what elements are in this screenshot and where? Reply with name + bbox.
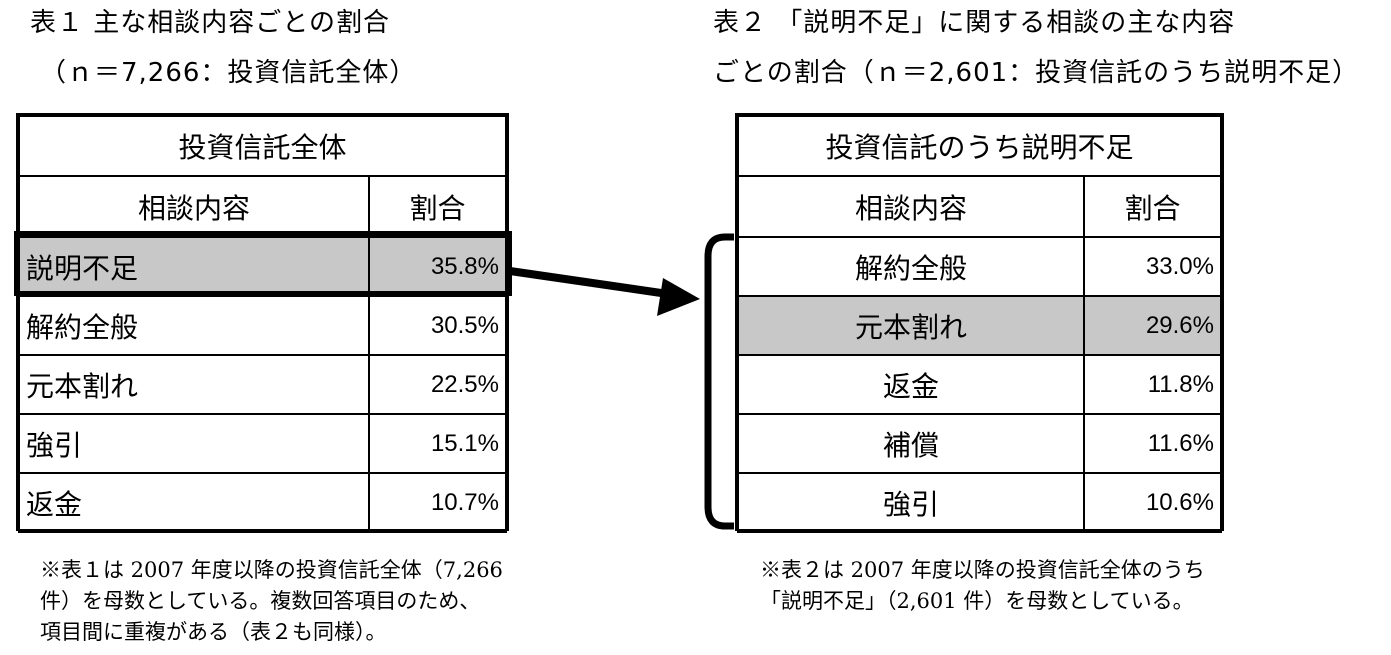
table1-col-ratio: 割合 (368, 175, 507, 238)
row-value: 11.6% (1083, 413, 1222, 474)
row-label: 強引 (18, 413, 370, 474)
bracket-icon (704, 233, 734, 530)
table-row: 説明不足 35.8% (18, 236, 507, 297)
note-line: ※表２は 2007 年度以降の投資信託全体のうち (760, 558, 1205, 582)
table2-title: 投資信託のうち説明不足 (737, 115, 1222, 177)
table1-title: 投資信託全体 (18, 115, 507, 177)
table-row: 強引 10.6% (737, 472, 1222, 533)
table1-col-content: 相談内容 (18, 175, 370, 238)
table-row: 元本割れ 22.5% (18, 354, 507, 415)
table-row: 返金 11.8% (737, 354, 1222, 415)
table1-subheading: （ｎ＝7,266：投資信託全体） (40, 58, 417, 88)
note-line: 「説明不足」（2,601 件）を母数としている。 (760, 589, 1194, 613)
row-value: 33.0% (1083, 236, 1222, 297)
table-row: 元本割れ 29.6% (737, 295, 1222, 356)
row-label: 元本割れ (737, 295, 1085, 356)
row-label: 返金 (18, 472, 370, 533)
table2: 投資信託のうち説明不足 相談内容 割合 解約全般 33.0% 元本割れ 29.6… (735, 113, 1224, 533)
table1-heading: 表１ 主な相談内容ごとの割合 (30, 8, 391, 38)
table-row: 強引 15.1% (18, 413, 507, 474)
row-label: 元本割れ (18, 354, 370, 415)
table-row: 補償 11.6% (737, 413, 1222, 474)
row-value: 10.6% (1083, 472, 1222, 533)
row-label: 解約全般 (737, 236, 1085, 297)
row-value: 10.7% (368, 472, 507, 533)
row-label: 解約全般 (18, 295, 370, 356)
connector-arrow-line (509, 267, 669, 298)
table2-subheading: ごとの割合（ｎ＝2,601：投資信託のうち説明不足） (713, 58, 1360, 88)
row-value: 30.5% (368, 295, 507, 356)
note-line: ※表１は 2007 年度以降の投資信託全体（7,266 (40, 558, 503, 582)
row-value: 22.5% (368, 354, 507, 415)
table1: 投資信託全体 相談内容 割合 説明不足 35.8% 解約全般 30.5% 元本割… (16, 113, 509, 533)
table-row: 返金 10.7% (18, 472, 507, 533)
arrow-head-icon (657, 278, 700, 316)
table2-note: ※表２は 2007 年度以降の投資信託全体のうち 「説明不足」（2,601 件）… (760, 555, 1205, 617)
row-value: 15.1% (368, 413, 507, 474)
note-line: 件）を母数としている。複数回答項目のため、 (40, 589, 481, 613)
table-row: 解約全般 33.0% (737, 236, 1222, 297)
table2-heading: 表２ 「説明不足」に関する相談の主な内容 (713, 8, 1236, 38)
row-label: 強引 (737, 472, 1085, 533)
row-label: 補償 (737, 413, 1085, 474)
table-row: 解約全般 30.5% (18, 295, 507, 356)
row-label: 説明不足 (18, 236, 370, 297)
table1-note: ※表１は 2007 年度以降の投資信託全体（7,266 件）を母数としている。複… (40, 555, 503, 648)
table2-col-ratio: 割合 (1083, 175, 1222, 238)
row-value: 29.6% (1083, 295, 1222, 356)
table2-col-content: 相談内容 (737, 175, 1085, 238)
row-value: 11.8% (1083, 354, 1222, 415)
note-line: 項目間に重複がある（表２も同様）。 (40, 620, 387, 644)
row-label: 返金 (737, 354, 1085, 415)
